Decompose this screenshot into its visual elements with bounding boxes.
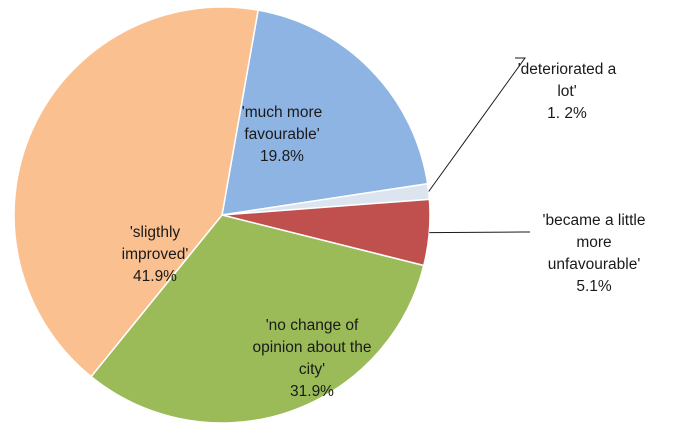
slice-label-3: 'no change of opinion about the city' 31.9% [253,317,372,400]
slice-label-line: 'much more [242,104,322,121]
slice-labels: 'much more favourable' 19.8% 'deteriorated … [122,61,646,400]
pie-slice-0 [221,9,429,216]
slice-label-line: favourable' [244,126,319,143]
slice-label-line: 'became a little [543,212,646,229]
leader-lines [428,57,530,234]
slice-label-line: 'sligthly [130,224,181,241]
slice-label-0: 'much more favourable' 19.8% [242,104,322,165]
slice-label-4: 'sligthly improved' 41.9% [122,224,189,285]
pie-slice-3 [90,214,425,424]
slice-label-1: 'deteriorated a lot' 1. 2% [518,61,617,122]
slice-label-line: unfavourable' [548,256,641,273]
slice-value-label: 19.8% [260,148,304,165]
slice-label-line: more [576,234,611,251]
slice-value-label: 5.1% [576,278,612,295]
slice-value-label: 1. 2% [547,105,587,122]
slice-label-line: improved' [122,246,189,263]
slice-value-label: 31.9% [290,383,334,400]
leader-line-1 [428,57,526,192]
slice-label-line: 'no change of [266,317,359,334]
pie-slice-4 [13,6,259,378]
slice-value-label: 41.9% [133,268,177,285]
slice-label-line: lot' [557,83,576,100]
slice-label-2: 'became a little more unfavourable' 5.1% [543,212,646,295]
slice-label-line: city' [299,361,325,378]
slice-label-line: 'deteriorated a [518,61,617,78]
pie-slices [13,6,431,424]
slice-label-line: opinion about the [253,339,372,356]
leader-line-2 [429,231,530,234]
